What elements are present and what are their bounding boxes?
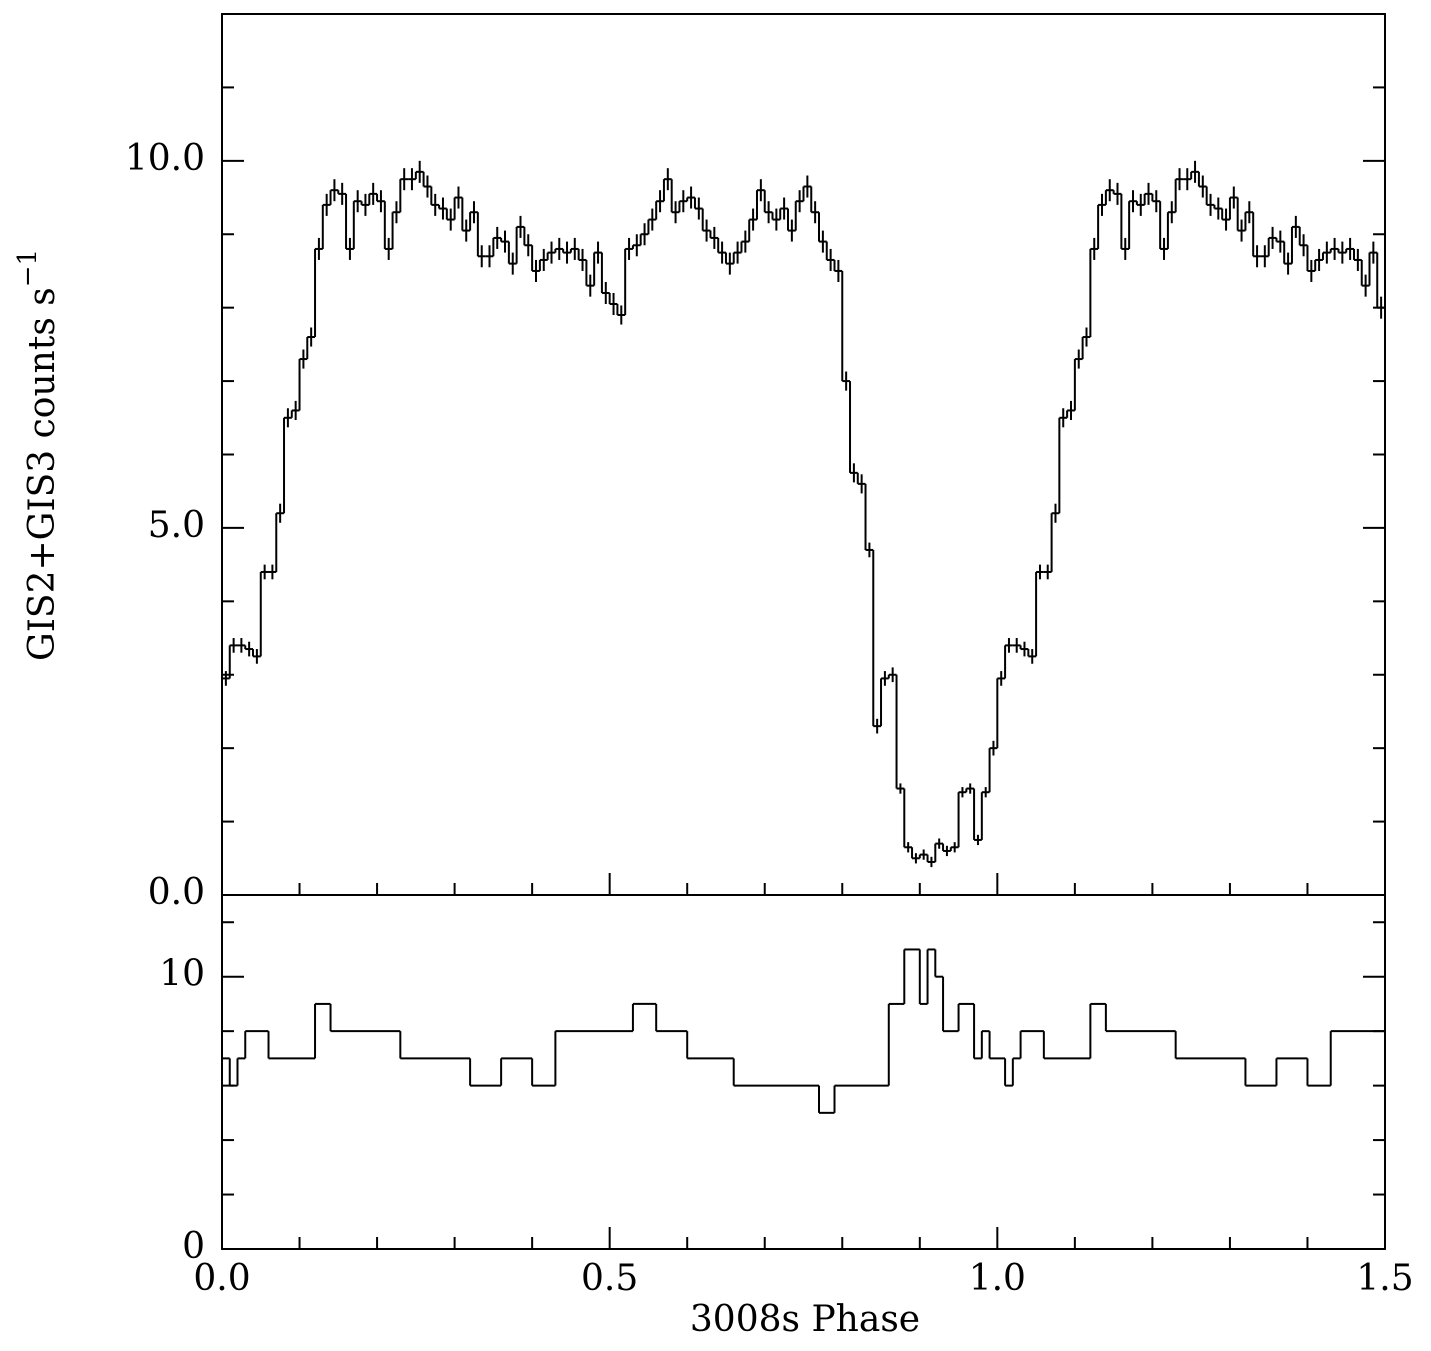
y-axis-label-text: GIS2+GIS3 counts s <box>22 287 63 661</box>
y-tick-label: 10.0 <box>125 138 205 179</box>
bottom-panel-frame <box>221 894 1386 1250</box>
y-axis-label: GIS2+GIS3 counts s−1 <box>13 249 63 661</box>
x-tick-label: 1.5 <box>1356 1258 1413 1299</box>
x-tick-label: 1.0 <box>969 1258 1026 1299</box>
top-panel-frame <box>221 13 1386 896</box>
y-tick-label: 10 <box>159 954 205 995</box>
y-tick-label: 0 <box>182 1226 205 1267</box>
x-tick-label: 0.0 <box>193 1258 250 1299</box>
y-tick-label: 5.0 <box>148 505 205 546</box>
y-axis-label-superscript: −1 <box>13 249 43 287</box>
x-axis-label: 3008s Phase <box>690 1299 920 1340</box>
y-tick-label: 0.0 <box>148 872 205 913</box>
x-tick-label: 0.5 <box>581 1258 638 1299</box>
